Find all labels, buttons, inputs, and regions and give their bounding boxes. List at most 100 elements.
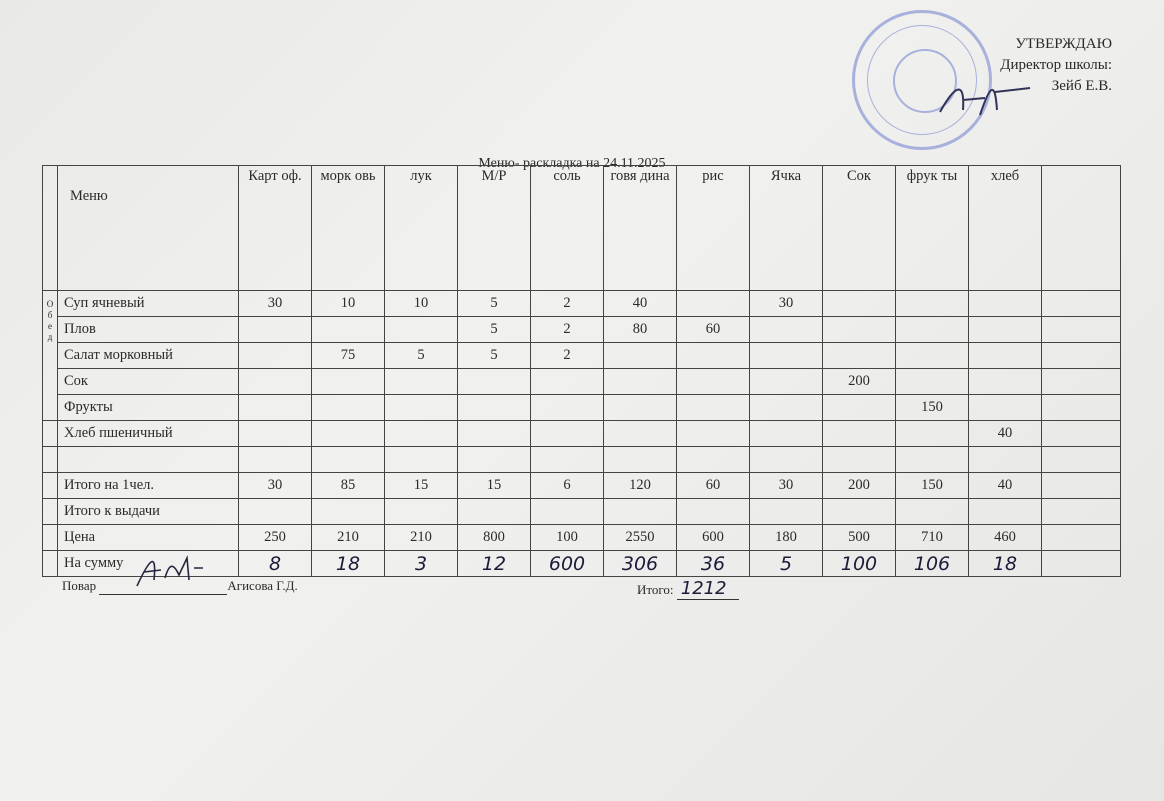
column-header [1041, 165, 1121, 291]
quantity-cell [822, 394, 896, 421]
quantity-cell: 15 [457, 472, 531, 499]
quantity-cell [895, 446, 969, 473]
quantity-cell [457, 420, 531, 447]
quantity-cell [895, 316, 969, 343]
dish-name: Итого к выдачи [57, 498, 239, 525]
quantity-cell: 75 [311, 342, 385, 369]
quantity-cell [749, 316, 823, 343]
column-header: Сок [822, 165, 896, 291]
quantity-cell: 30 [749, 290, 823, 317]
quantity-cell: 120 [603, 472, 677, 499]
quantity-cell [968, 342, 1042, 369]
table-row: Фрукты 150 [43, 394, 1121, 421]
quantity-cell: 100 [530, 524, 604, 551]
quantity-cell [384, 420, 458, 447]
quantity-cell [238, 316, 312, 343]
quantity-cell [311, 420, 385, 447]
quantity-cell: 36 [676, 550, 750, 577]
quantity-cell: 80 [603, 316, 677, 343]
quantity-cell: 100 [822, 550, 896, 577]
side-cell [42, 472, 58, 499]
quantity-cell [1041, 368, 1121, 395]
quantity-cell [311, 498, 385, 525]
quantity-cell [530, 446, 604, 473]
quantity-cell: 85 [311, 472, 385, 499]
quantity-cell [384, 446, 458, 473]
quantity-cell [1041, 290, 1121, 317]
quantity-cell [238, 342, 312, 369]
column-header: лук [384, 165, 458, 291]
total-line: Итого: 1212 [637, 578, 739, 600]
quantity-cell: 18 [968, 550, 1042, 577]
quantity-cell: 40 [968, 472, 1042, 499]
column-header: Ячка [749, 165, 823, 291]
table-row: О б е д Суп ячневый 30 10 10 5 2 40 30 [42, 290, 1121, 421]
side-cell [42, 524, 58, 551]
quantity-cell [895, 420, 969, 447]
quantity-cell: 180 [749, 524, 823, 551]
quantity-cell: 250 [238, 524, 312, 551]
quantity-cell [457, 498, 531, 525]
quantity-cell [749, 368, 823, 395]
quantity-cell [895, 342, 969, 369]
quantity-cell [676, 342, 750, 369]
quantity-cell [311, 316, 385, 343]
table-row: Сок 200 [43, 368, 1121, 395]
table-row: Хлеб пшеничный 40 [42, 420, 1121, 447]
dish-name: Итого на 1чел. [57, 472, 239, 499]
dish-name [57, 446, 239, 473]
quantity-cell [749, 342, 823, 369]
quantity-cell [311, 446, 385, 473]
quantity-cell: 15 [384, 472, 458, 499]
quantity-cell [603, 368, 677, 395]
quantity-cell: 40 [603, 290, 677, 317]
quantity-cell [822, 420, 896, 447]
quantity-cell [1041, 316, 1121, 343]
quantity-cell: 12 [457, 550, 531, 577]
quantity-cell [238, 394, 312, 421]
quantity-cell [968, 368, 1042, 395]
dish-name: Цена [57, 524, 239, 551]
quantity-cell: 5 [457, 316, 531, 343]
quantity-cell [1041, 420, 1121, 447]
column-header: рис [676, 165, 750, 291]
quantity-cell [1041, 472, 1121, 499]
quantity-cell [968, 446, 1042, 473]
quantity-cell [384, 316, 458, 343]
quantity-cell [1041, 524, 1121, 551]
table-row: Цена 250 210 210 800 100 2550 600 180 500 710 460 [42, 524, 1121, 551]
side-cell [42, 420, 58, 447]
quantity-cell [530, 498, 604, 525]
quantity-cell: 40 [968, 420, 1042, 447]
cook-signature-line: Повар Агисова Г.Д. [62, 554, 298, 595]
quantity-cell [1041, 342, 1121, 369]
quantity-cell: 210 [384, 524, 458, 551]
quantity-cell [311, 394, 385, 421]
quantity-cell [822, 316, 896, 343]
quantity-cell [895, 498, 969, 525]
quantity-cell [384, 368, 458, 395]
quantity-cell [238, 446, 312, 473]
dish-name: Суп ячневый [57, 290, 239, 317]
dish-name: Плов [57, 316, 239, 343]
column-header: Меню [57, 165, 239, 291]
quantity-cell: 5 [457, 342, 531, 369]
quantity-cell [968, 394, 1042, 421]
quantity-cell [749, 498, 823, 525]
quantity-cell [968, 498, 1042, 525]
side-cell [42, 498, 58, 525]
quantity-cell [749, 394, 823, 421]
table-row [42, 446, 1121, 473]
dish-name: На сумму [57, 550, 239, 577]
quantity-cell [457, 368, 531, 395]
approval-block: УТВЕРЖДАЮ Директор школы: Зейб Е.В. [1000, 34, 1112, 97]
table-row: Итого к выдачи [42, 498, 1121, 525]
quantity-cell [530, 368, 604, 395]
quantity-cell [676, 420, 750, 447]
quantity-cell: 2550 [603, 524, 677, 551]
dish-name: Сок [57, 368, 239, 395]
approval-position: Директор школы: [1000, 57, 1112, 73]
column-header: морк овь [311, 165, 385, 291]
quantity-cell [384, 394, 458, 421]
quantity-cell: 8 [238, 550, 312, 577]
